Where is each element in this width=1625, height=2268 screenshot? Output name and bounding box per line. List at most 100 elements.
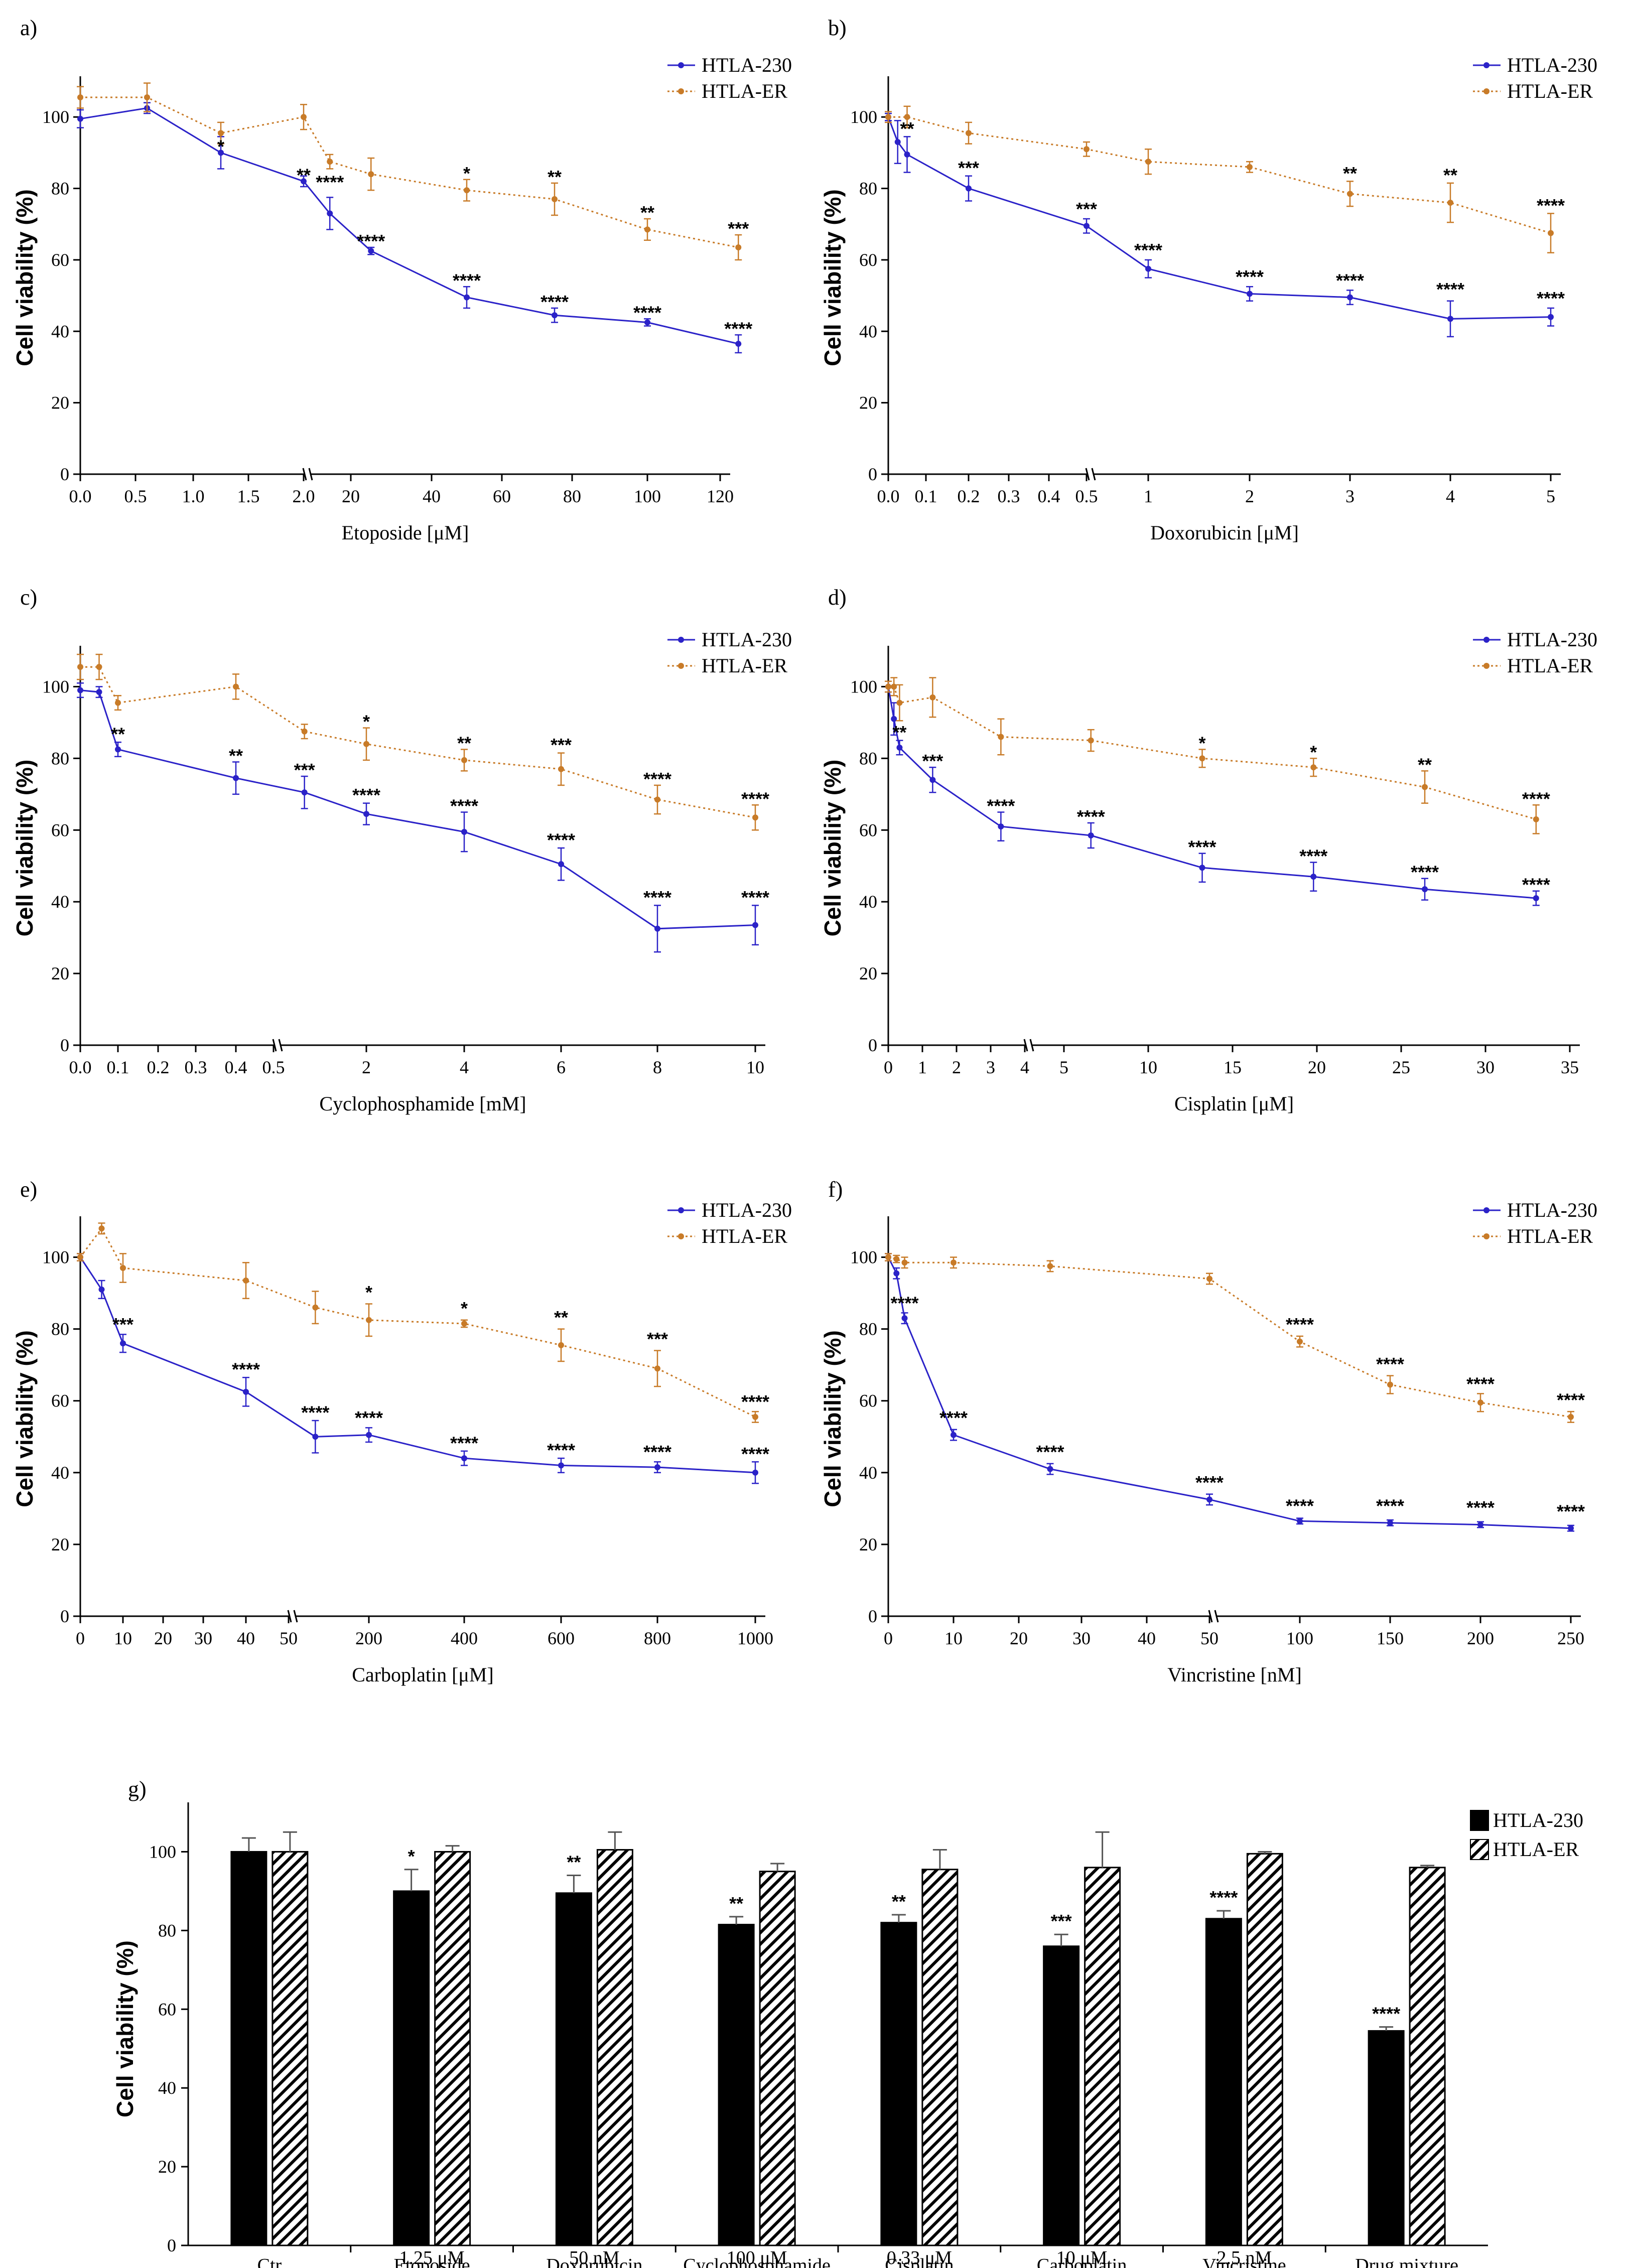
y-tick-label: 20 [859,963,877,983]
y-tick-label: 20 [158,2157,176,2177]
significance-label: *** [958,158,979,178]
significance-label: **** [633,302,661,323]
x-tick-label: 0.0 [69,486,92,506]
significance-label: **** [316,172,344,193]
y-axis-label: Cell viability (%) [12,1330,38,1507]
y-tick-label: 80 [859,179,877,199]
data-point [558,861,564,868]
x-tick-label: 10 [114,1628,132,1648]
data-point [233,683,239,690]
bar-htla-230 [230,1851,267,2246]
significance-label: **** [643,1442,671,1462]
data-point [144,94,150,101]
y-tick-label: 0 [868,1035,877,1055]
significance-label: **** [1036,1442,1064,1462]
axis-break-mark [1023,1039,1028,1052]
data-point [461,1455,467,1462]
y-tick-label: 40 [859,892,877,912]
x-tick-label: 30 [194,1628,212,1648]
data-point [1422,886,1428,893]
data-point [1206,1275,1212,1282]
data-point [904,151,910,158]
data-point [1047,1466,1053,1472]
legend: HTLA-230 HTLA-ER [667,1199,792,1247]
x-tick-label: 20 [1010,1628,1028,1648]
significance-label: **** [1522,788,1550,809]
significance-label: **** [1286,1314,1314,1335]
significance-label: *** [1076,199,1097,219]
significance-label: **** [1376,1496,1404,1516]
significance-label: * [1310,742,1317,762]
legend-label: HTLA-ER [702,80,787,102]
y-tick-label: 0 [60,464,69,484]
data-point [1533,816,1539,822]
data-point [752,814,758,821]
legend-marker [678,637,684,643]
data-point [243,1388,249,1395]
data-point [891,716,897,722]
significance-label: **** [1376,1354,1404,1374]
significance-label: **** [643,887,671,908]
data-point [1247,291,1253,297]
x-tick-label: 0.5 [1075,486,1098,506]
data-point [929,694,936,700]
data-point [366,1317,372,1323]
data-point [1477,1521,1483,1528]
data-point [301,789,308,796]
x-tick-label: 800 [644,1628,671,1648]
data-point [368,171,374,178]
series-line-htla-230 [887,686,1536,899]
data-point [654,925,660,932]
y-tick-label: 20 [859,393,877,413]
axis-break-mark [1208,1610,1213,1623]
bar-htla-er [596,1849,633,2246]
significance-label: **** [741,1391,769,1412]
data-point [1199,755,1205,762]
x-tick-label: 2 [952,1057,961,1077]
significance-label: ** [892,1891,906,1912]
significance-label: **** [232,1359,260,1380]
x-tick-label: 30 [1072,1628,1091,1648]
y-tick-label: 40 [158,2078,176,2098]
category-label: Carboplatin [1037,2255,1127,2268]
data-point [1297,1338,1303,1345]
data-point [735,341,742,347]
x-tick-label: 50 [1200,1628,1218,1648]
axis-break-mark [1085,468,1090,481]
x-tick-label: 30 [1476,1057,1495,1077]
x-tick-label: 0.0 [877,486,900,506]
data-point [218,150,224,156]
category-label: Vincristine [1202,2255,1286,2268]
data-point [735,244,742,250]
significance-label: **** [1522,875,1550,895]
x-tick-label: 5 [1546,486,1555,506]
y-tick-label: 80 [859,748,877,768]
x-tick-label: 100 [634,486,661,506]
legend-label: HTLA-230 [702,54,792,76]
y-axis-label: Cell viability (%) [12,189,38,366]
legend-label: HTLA-230 [1507,1199,1597,1221]
legend-marker [678,62,684,68]
significance-label: *** [922,751,943,771]
legend-label: HTLA-230 [1493,1809,1583,1831]
data-point [1199,865,1205,871]
significance-label: **** [1188,837,1216,858]
x-tick-label: 3 [1345,486,1355,506]
data-point [312,1434,319,1440]
y-tick-label: 80 [158,1920,176,1940]
data-point [233,775,239,781]
significance-label: **** [939,1407,968,1428]
x-tick-label: 150 [1377,1628,1404,1648]
significance-label: * [217,136,224,157]
panel-b: 0 20 40 60 80 100 0.0 0.1 0.2 0.3 0.4 0.5 1 2 3 4 5 Doxor… [820,16,1597,544]
bar-htla-230 [555,1892,592,2246]
category-label: Drug mixture [1355,2255,1458,2268]
significance-label: **** [1336,270,1364,291]
data-point [327,159,333,165]
bar-htla-er [434,1851,471,2246]
panel-label: f) [828,1177,843,1202]
x-tick-label: 10 [944,1628,963,1648]
significance-label: **** [724,318,752,339]
panel-label: b) [828,16,847,40]
axis-break-mark [1214,1610,1219,1623]
